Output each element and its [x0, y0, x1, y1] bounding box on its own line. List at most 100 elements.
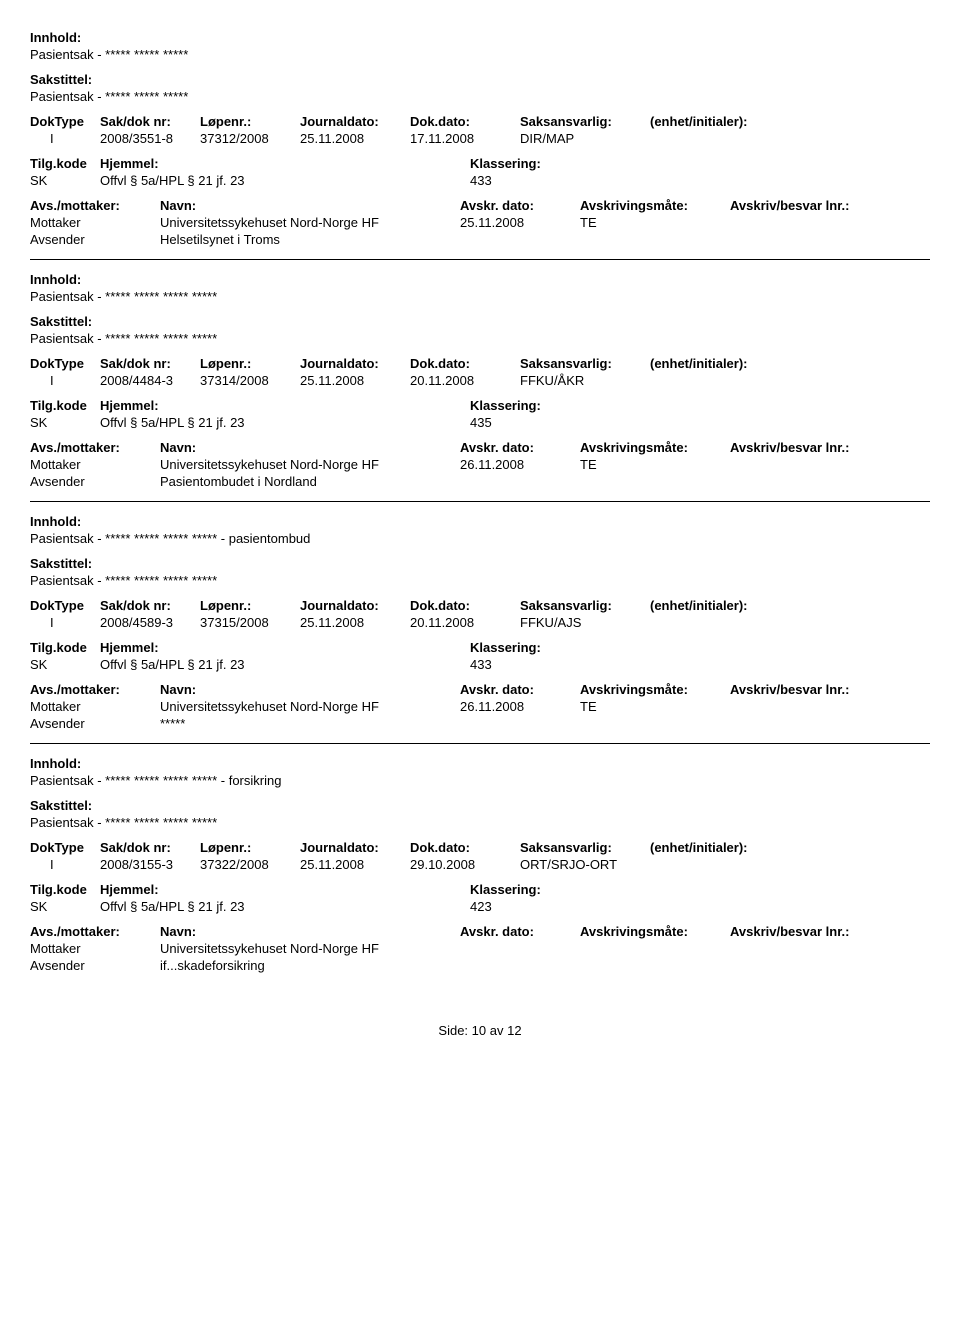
avsender-navn: Helsetilsynet i Troms: [160, 232, 460, 247]
sakdok-header: Sak/dok nr:: [100, 598, 200, 613]
avskrbesvar-header: Avskriv/besvar lnr.:: [730, 198, 910, 213]
innhold-value: Pasientsak - ***** ***** *****: [30, 47, 930, 62]
hjemmel-value: Offvl § 5a/HPL § 21 jf. 23: [100, 415, 470, 430]
enhet-header: (enhet/initialer):: [650, 840, 800, 855]
doktype-header: DokType: [30, 114, 100, 129]
saksansvarlig-value: ORT/SRJO-ORT: [520, 857, 650, 872]
avsender-navn: if...skadeforsikring: [160, 958, 460, 973]
navn-header: Navn:: [160, 198, 460, 213]
mottaker-navn: Universitetssykehuset Nord-Norge HF: [160, 699, 460, 714]
sakstittel-label: Sakstittel:: [30, 72, 930, 87]
avsender-label: Avsender: [30, 958, 160, 973]
mottaker-navn: Universitetssykehuset Nord-Norge HF: [160, 457, 460, 472]
mottaker-label: Mottaker: [30, 457, 160, 472]
dokdato-header: Dok.dato:: [410, 840, 520, 855]
tilgkode-header: Tilg.kode: [30, 640, 100, 655]
mottaker-navn: Universitetssykehuset Nord-Norge HF: [160, 941, 460, 956]
avskr-dato-value: 26.11.2008: [460, 699, 580, 714]
lopenr-header: Løpenr.:: [200, 356, 300, 371]
avsender-navn: Pasientombudet i Nordland: [160, 474, 460, 489]
sakstittel-label: Sakstittel:: [30, 314, 930, 329]
dokdato-value: 29.10.2008: [410, 857, 520, 872]
hjemmel-value: Offvl § 5a/HPL § 21 jf. 23: [100, 173, 470, 188]
dokdato-value: 20.11.2008: [410, 615, 520, 630]
hjemmel-header: Hjemmel:: [100, 156, 470, 171]
avsender-navn: *****: [160, 716, 460, 731]
klassering-value: 423: [470, 899, 670, 914]
doktype-value: I: [30, 131, 100, 146]
divider: [30, 259, 930, 260]
avskr-dato-value: 26.11.2008: [460, 457, 580, 472]
hjemmel-header: Hjemmel:: [100, 640, 470, 655]
journaldato-header: Journaldato:: [300, 356, 410, 371]
hjemmel-header: Hjemmel:: [100, 398, 470, 413]
journaldato-value: 25.11.2008: [300, 373, 410, 388]
side-label: Side:: [438, 1023, 468, 1038]
lopenr-header: Løpenr.:: [200, 598, 300, 613]
navn-header: Navn:: [160, 924, 460, 939]
avskrbesvar-header: Avskriv/besvar lnr.:: [730, 682, 910, 697]
lopenr-header: Løpenr.:: [200, 114, 300, 129]
klassering-value: 433: [470, 173, 670, 188]
journal-entry: Innhold: Pasientsak - ***** ***** ***** …: [30, 514, 930, 731]
innhold-label: Innhold:: [30, 514, 930, 529]
avsmottaker-header: Avs./mottaker:: [30, 198, 160, 213]
tilgkode-header: Tilg.kode: [30, 882, 100, 897]
avsender-label: Avsender: [30, 716, 160, 731]
tilgkode-value: SK: [30, 657, 100, 672]
saksansvarlig-header: Saksansvarlig:: [520, 114, 650, 129]
sakstittel-value: Pasientsak - ***** ***** ***** *****: [30, 573, 930, 588]
doktype-value: I: [30, 615, 100, 630]
sakdok-value: 2008/3155-3: [100, 857, 200, 872]
page-footer: Side: 10 av 12: [30, 1023, 930, 1038]
sakstittel-value: Pasientsak - ***** ***** *****: [30, 89, 930, 104]
avskr-dato-value: [460, 941, 580, 956]
innhold-label: Innhold:: [30, 756, 930, 771]
avskrdato-header: Avskr. dato:: [460, 440, 580, 455]
doktype-header: DokType: [30, 840, 100, 855]
lopenr-value: 37322/2008: [200, 857, 300, 872]
innhold-value: Pasientsak - ***** ***** ***** *****: [30, 289, 930, 304]
mottaker-label: Mottaker: [30, 941, 160, 956]
saksansvarlig-value: FFKU/ÅKR: [520, 373, 650, 388]
saksansvarlig-value: DIR/MAP: [520, 131, 650, 146]
klassering-header: Klassering:: [470, 398, 670, 413]
tilgkode-value: SK: [30, 899, 100, 914]
lopenr-value: 37314/2008: [200, 373, 300, 388]
journal-entry: Innhold: Pasientsak - ***** ***** ***** …: [30, 272, 930, 489]
divider: [30, 743, 930, 744]
journaldato-value: 25.11.2008: [300, 615, 410, 630]
saksansvarlig-header: Saksansvarlig:: [520, 356, 650, 371]
avsmottaker-header: Avs./mottaker:: [30, 440, 160, 455]
doktype-header: DokType: [30, 356, 100, 371]
tilgkode-value: SK: [30, 415, 100, 430]
innhold-value: Pasientsak - ***** ***** ***** ***** - p…: [30, 531, 930, 546]
tilgkode-header: Tilg.kode: [30, 398, 100, 413]
journaldato-header: Journaldato:: [300, 840, 410, 855]
saksansvarlig-header: Saksansvarlig:: [520, 598, 650, 613]
journal-entry: Innhold: Pasientsak - ***** ***** ***** …: [30, 756, 930, 973]
hjemmel-value: Offvl § 5a/HPL § 21 jf. 23: [100, 657, 470, 672]
saksansvarlig-header: Saksansvarlig:: [520, 840, 650, 855]
avskrbesvar-header: Avskriv/besvar lnr.:: [730, 440, 910, 455]
avskr-dato-value: 25.11.2008: [460, 215, 580, 230]
avsender-label: Avsender: [30, 232, 160, 247]
dokdato-header: Dok.dato:: [410, 114, 520, 129]
dokdato-header: Dok.dato:: [410, 356, 520, 371]
klassering-header: Klassering:: [470, 156, 670, 171]
klassering-header: Klassering:: [470, 882, 670, 897]
avskr-mate-value: TE: [580, 457, 730, 472]
dokdato-header: Dok.dato:: [410, 598, 520, 613]
av-label: av: [490, 1023, 504, 1038]
innhold-label: Innhold:: [30, 30, 930, 45]
enhet-header: (enhet/initialer):: [650, 356, 800, 371]
lopenr-value: 37315/2008: [200, 615, 300, 630]
tilgkode-value: SK: [30, 173, 100, 188]
innhold-label: Innhold:: [30, 272, 930, 287]
navn-header: Navn:: [160, 440, 460, 455]
sakstittel-label: Sakstittel:: [30, 556, 930, 571]
klassering-header: Klassering:: [470, 640, 670, 655]
avskrmate-header: Avskrivingsmåte:: [580, 198, 730, 213]
doktype-value: I: [30, 857, 100, 872]
avskr-mate-value: TE: [580, 215, 730, 230]
